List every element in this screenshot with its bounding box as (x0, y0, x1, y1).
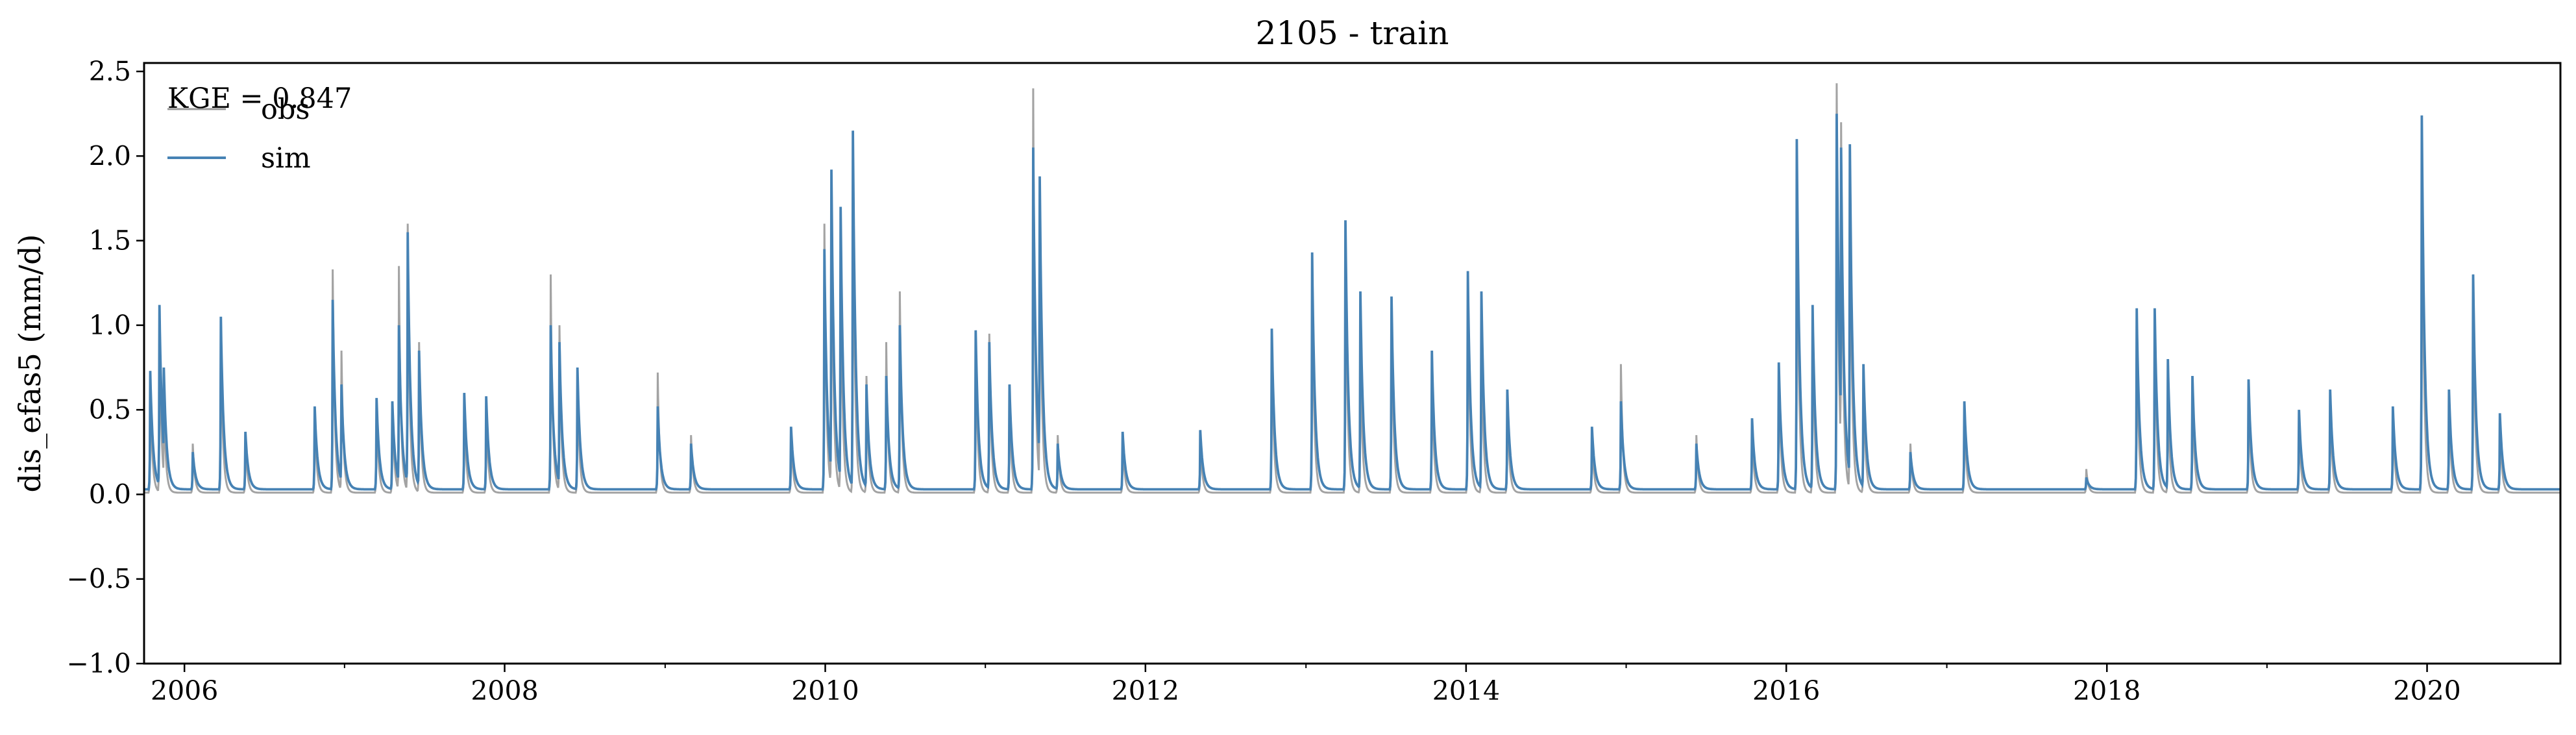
y-tick-label: 0.5 (89, 394, 131, 425)
x-tick-label: 2016 (1752, 675, 1820, 706)
x-tick-label: 2006 (151, 675, 218, 706)
y-tick-label: 0.0 (89, 479, 131, 510)
x-tick-label: 2014 (1432, 675, 1500, 706)
plot-area (144, 83, 2560, 494)
x-tick-label: 2008 (471, 675, 538, 706)
legend-label-obs: obs (261, 93, 310, 126)
legend-label-sim: sim (261, 142, 311, 175)
series-line-obs (144, 83, 2560, 494)
series-line-sim (144, 114, 2560, 491)
y-axis-label: dis_efas5 (mm/d) (12, 234, 47, 492)
x-tick-label: 2012 (1112, 675, 1179, 706)
y-tick-label: 1.0 (89, 310, 131, 341)
y-tick-label: 2.5 (89, 56, 131, 87)
y-tick-label: −1.0 (66, 648, 131, 679)
legend: obs sim (167, 93, 311, 175)
y-tick-label: 2.0 (89, 140, 131, 171)
y-tick-label: 1.5 (89, 225, 131, 256)
kge-annotation: KGE = 0.847 (167, 82, 352, 115)
axis-ticks: −1.0 −0.5 0.0 0.5 1.0 1.5 2.0 2.5 2006 2008 2010 20… (66, 56, 2460, 706)
y-tick-label: −0.5 (66, 564, 131, 595)
x-tick-label: 2020 (2393, 675, 2460, 706)
chart-title: 2105 - train (1256, 14, 1449, 52)
x-tick-label: 2018 (2073, 675, 2141, 706)
plot-frame (143, 62, 2562, 665)
x-tick-label: 2010 (791, 675, 859, 706)
